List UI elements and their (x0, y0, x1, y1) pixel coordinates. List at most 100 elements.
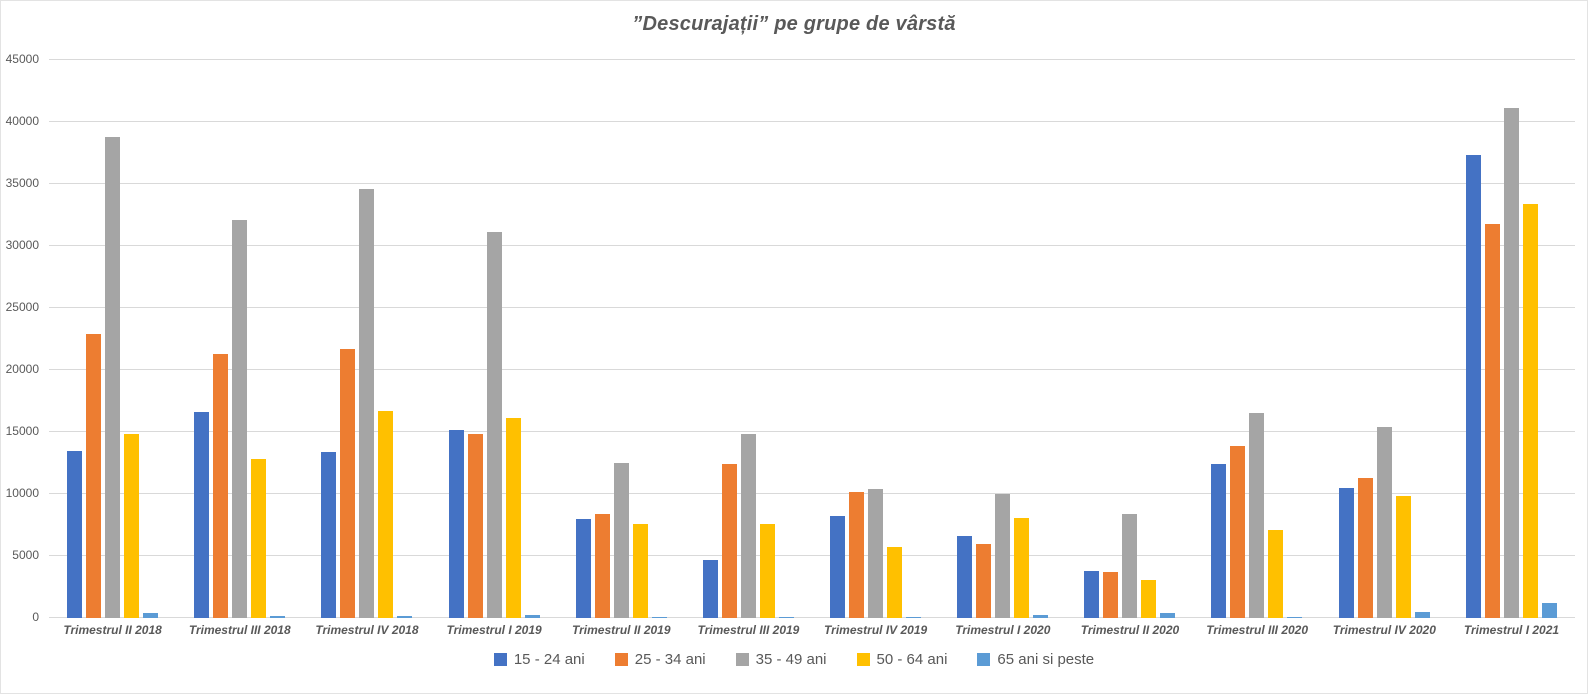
legend-swatch-icon (977, 653, 991, 666)
bar-65anisipeste (1414, 612, 1430, 618)
legend-swatch-icon (614, 653, 628, 666)
gridline-0 (49, 617, 1575, 618)
bar-50-64ani (887, 547, 903, 618)
x-category-label: Trimestrul IV 2020 (1332, 623, 1436, 637)
bar-50-64ani (378, 411, 394, 618)
bar-15-24ani (1084, 571, 1100, 618)
bar-65anisipeste (1160, 613, 1176, 618)
bar-50-64ani (1014, 518, 1030, 618)
bar-group (957, 60, 1049, 618)
bar-15-24ani (1211, 464, 1227, 618)
bar-65anisipeste (524, 615, 540, 618)
bar-35-49ani (105, 137, 121, 618)
bar-50-64ani (759, 524, 775, 618)
gridline-40000 (49, 121, 1575, 122)
bar-15-24ani (194, 412, 210, 618)
bar-group (67, 60, 159, 618)
bar-35-49ani (232, 220, 248, 618)
legend-label: 15 - 24 ani (513, 651, 585, 668)
y-tick-label: 15000 (5, 424, 39, 438)
bar-35-49ani (1122, 514, 1138, 618)
y-tick-label: 45000 (5, 52, 39, 66)
gridline-5000 (49, 555, 1575, 556)
x-axis-labels: Trimestrul II 2018 Trimestrul III 2018 Tri… (49, 623, 1575, 637)
bar-65anisipeste (1541, 603, 1557, 618)
bar-25-34ani (467, 434, 483, 618)
bar-25-34ani (849, 492, 865, 618)
bar-group (1084, 60, 1176, 618)
bar-50-64ani (251, 459, 267, 618)
legend-label: 35 - 49 ani (755, 651, 827, 668)
legend-item: 35 - 49 ani (735, 651, 827, 668)
y-tick-label: 5000 (12, 548, 39, 562)
bar-group (1465, 60, 1557, 618)
x-category-label: Trimestrul IV 2018 (315, 623, 419, 637)
bar-35-49ani (740, 434, 756, 618)
x-category-label: Trimestrul IV 2019 (824, 623, 928, 637)
bar-group (830, 60, 922, 618)
bar-25-34ani (594, 514, 610, 618)
bar-group (448, 60, 540, 618)
legend-label: 50 - 64 ani (876, 651, 948, 668)
gridline-25000 (49, 307, 1575, 308)
bar-35-49ani (1249, 413, 1265, 618)
y-axis-labels: 0 5000 10000 15000 20000 25000 30000 35000 40000… (3, 53, 43, 623)
bar-50-64ani (124, 434, 140, 618)
y-tick-label: 30000 (5, 238, 39, 252)
bar-15-24ani (1338, 488, 1354, 618)
bar-50-64ani (505, 418, 521, 618)
bar-35-49ani (359, 189, 375, 618)
bar-group (321, 60, 413, 618)
plot-area (49, 59, 1575, 618)
x-category-label: Trimestrul III 2018 (188, 623, 291, 637)
y-tick-label: 0 (32, 610, 39, 624)
bar-25-34ani (1103, 572, 1119, 618)
bar-65anisipeste (651, 617, 667, 618)
x-category-label: Trimestrul III 2020 (1206, 623, 1309, 637)
x-category-label: Trimestrul III 2019 (697, 623, 800, 637)
bar-15-24ani (67, 451, 83, 618)
y-tick-label: 40000 (5, 114, 39, 128)
legend: 15 - 24 ani 25 - 34 ani 35 - 49 ani 50 - 64… (1, 651, 1587, 668)
bar-50-64ani (1395, 496, 1411, 618)
bar-25-34ani (721, 464, 737, 618)
bar-65anisipeste (1033, 615, 1049, 618)
bar-35-49ani (486, 232, 502, 618)
y-tick-label: 35000 (5, 176, 39, 190)
bar-15-24ani (830, 516, 846, 618)
legend-item: 25 - 34 ani (614, 651, 706, 668)
bar-25-34ani (976, 544, 992, 618)
gridline-30000 (49, 245, 1575, 246)
legend-item: 65 ani si peste (977, 651, 1094, 668)
bar-50-64ani (1141, 580, 1157, 618)
bar-15-24ani (448, 430, 464, 618)
legend-swatch-icon (493, 653, 507, 666)
bar-group (1211, 60, 1303, 618)
bar-15-24ani (957, 536, 973, 618)
x-category-label: Trimestrul II 2020 (1080, 623, 1180, 637)
bar-25-34ani (86, 334, 102, 618)
bar-35-49ani (1503, 108, 1519, 618)
bar-25-34ani (213, 354, 229, 618)
x-category-label: Trimestrul II 2019 (572, 623, 671, 637)
legend-item: 15 - 24 ani (493, 651, 585, 668)
bar-65anisipeste (1287, 617, 1303, 618)
y-tick-label: 20000 (5, 362, 39, 376)
gridline-35000 (49, 183, 1575, 184)
bar-25-34ani (1357, 478, 1373, 618)
bar-35-49ani (868, 489, 884, 618)
bar-group (1338, 60, 1430, 618)
bar-group (575, 60, 667, 618)
x-category-label: Trimestrul I 2020 (955, 623, 1051, 637)
bar-15-24ani (1465, 155, 1481, 618)
bar-group (702, 60, 794, 618)
bar-65anisipeste (143, 613, 159, 618)
bar-35-49ani (995, 494, 1011, 618)
y-tick-label: 25000 (5, 300, 39, 314)
legend-label: 25 - 34 ani (634, 651, 706, 668)
chart-title: ”Descurajații” pe grupe de vârstă (632, 13, 956, 35)
bar-15-24ani (702, 560, 718, 618)
legend-item: 50 - 64 ani (856, 651, 948, 668)
bar-15-24ani (321, 452, 337, 618)
